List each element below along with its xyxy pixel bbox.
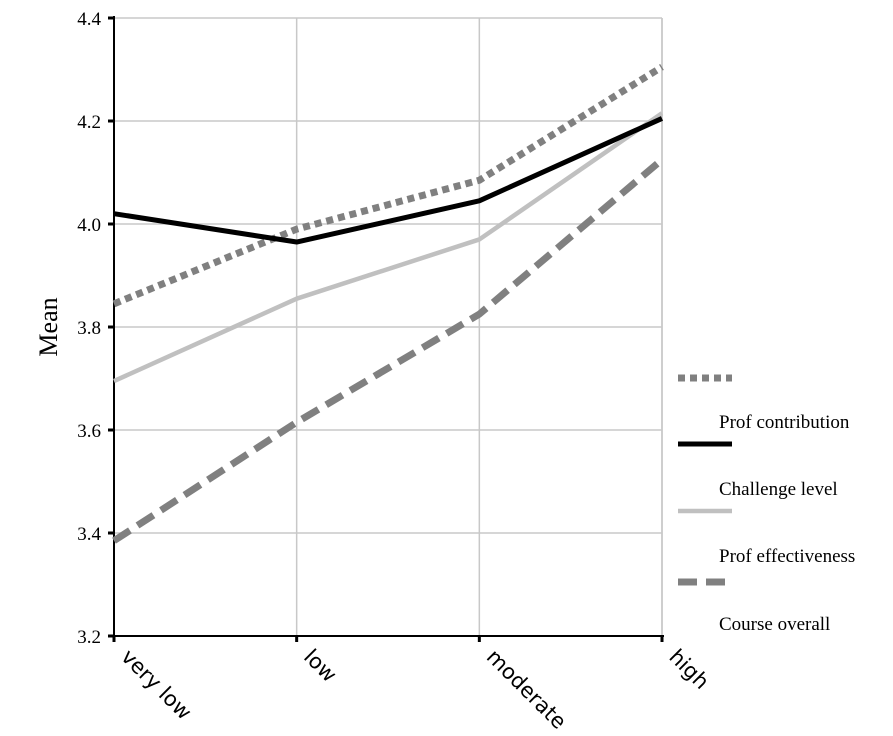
y-tick-label: 4.0 — [77, 215, 101, 236]
series-line-0 — [112, 63, 664, 308]
legend: Prof contribution Challenge level Prof eff… — [678, 374, 855, 635]
y-tick-label: 4.4 — [77, 9, 101, 30]
legend-label: Prof contribution — [719, 412, 850, 433]
legend-label: Prof effectiveness — [719, 546, 855, 567]
y-tick-label: 3.8 — [77, 318, 101, 339]
y-axis-title: Mean — [34, 297, 63, 356]
x-tick-label: moderate — [482, 645, 571, 734]
y-tick-label: 3.2 — [77, 627, 101, 648]
y-tick-labels: 3.2 3.4 3.6 3.8 4.0 4.2 4.4 — [77, 9, 101, 648]
series-line-3 — [112, 156, 665, 544]
series-lines — [112, 63, 665, 544]
x-tick-label: very low — [116, 645, 196, 725]
y-tick-label: 3.4 — [77, 524, 101, 545]
series-line-2 — [113, 111, 664, 384]
x-tick-labels: very low low moderate high — [116, 645, 713, 734]
series-line-1 — [113, 116, 664, 245]
axes — [108, 16, 664, 642]
grid — [114, 17, 663, 636]
x-tick-label: high — [664, 645, 713, 694]
x-tick-label: low — [299, 645, 341, 687]
y-tick-label: 4.2 — [77, 112, 101, 133]
legend-label: Course overall — [719, 614, 830, 635]
legend-label: Challenge level — [719, 479, 838, 500]
y-tick-label: 3.6 — [77, 421, 101, 442]
